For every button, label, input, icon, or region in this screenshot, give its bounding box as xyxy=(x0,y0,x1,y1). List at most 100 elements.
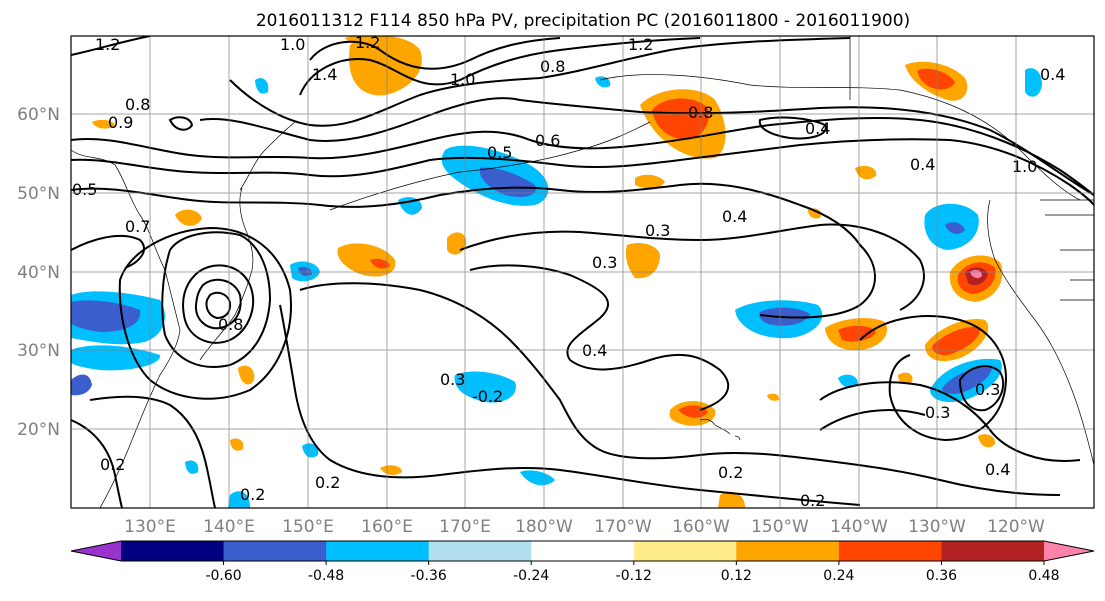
lat-label: 20°N xyxy=(17,420,60,440)
lat-label: 40°N xyxy=(17,263,60,283)
contour-label: 0.9 xyxy=(108,113,133,132)
colorbar-segment xyxy=(531,541,635,561)
colorbar-tick-label: 0.24 xyxy=(823,568,854,584)
precip-positive-patch xyxy=(92,119,115,129)
pv-contour xyxy=(958,365,1005,412)
colorbar-tick-label: 0.36 xyxy=(926,568,957,584)
precip-positive-patch xyxy=(175,209,202,226)
lat-label: 30°N xyxy=(17,341,60,361)
precip-negative-patch xyxy=(255,78,269,94)
contour-label: 1.4 xyxy=(312,65,337,84)
colorbar-segment xyxy=(838,541,942,561)
contour-label: 0.5 xyxy=(487,143,512,162)
lon-label: 140°E xyxy=(203,517,255,537)
lon-label: 170°E xyxy=(439,517,491,537)
pv-contour xyxy=(71,234,145,269)
colorbar-segment xyxy=(428,541,532,561)
colorbar-segment xyxy=(941,541,1045,561)
precip-positive-patch xyxy=(635,174,665,189)
contour-label: 1.0 xyxy=(1012,157,1037,176)
precip-negative-patch xyxy=(838,374,858,388)
contour-label: 0.8 xyxy=(218,315,243,334)
precip-negative-patch xyxy=(302,443,319,458)
contour-label: 0.4 xyxy=(1040,65,1065,84)
coastline-asia xyxy=(71,149,181,508)
precip-positive-patch xyxy=(898,372,913,384)
precip-positive-patch xyxy=(932,326,981,356)
precip-positive-patch xyxy=(767,393,780,401)
precip-positive-patch xyxy=(917,68,955,90)
coastline-japan xyxy=(199,187,254,361)
map-frame xyxy=(70,35,1095,509)
lat-label: 50°N xyxy=(17,184,60,204)
precip-positive-patch xyxy=(238,365,255,385)
lon-label: 160°E xyxy=(361,517,413,537)
precip-positive-patch xyxy=(718,491,745,508)
colorbar-segment xyxy=(633,541,737,561)
graticule xyxy=(71,36,1094,508)
pv-contour xyxy=(194,278,242,330)
pv-contour xyxy=(71,419,123,508)
pv-contour xyxy=(279,304,861,506)
contour-label: 1.0 xyxy=(280,35,305,54)
lon-label: 150°W xyxy=(751,517,809,537)
contour-label: 0.5 xyxy=(72,180,97,199)
colorbar-tick-label: 0.48 xyxy=(1028,568,1059,584)
contour-label: 0.4 xyxy=(985,460,1010,479)
colorbar-tick-label: -0.24 xyxy=(513,568,549,584)
precip-negative-patch xyxy=(942,367,992,394)
contour-label: 0.2 xyxy=(100,455,125,474)
contour-label: 0.8 xyxy=(540,57,565,76)
pv-contour xyxy=(859,315,1007,442)
pv-contour xyxy=(758,116,827,140)
precip-positive-patch xyxy=(370,258,390,269)
precip-negative-patch xyxy=(520,470,555,486)
coastlines xyxy=(71,36,1094,508)
pv-contour xyxy=(71,182,876,319)
precip-positive-patch xyxy=(380,465,402,476)
colorbar-extend-high xyxy=(1044,541,1094,561)
pv-contour xyxy=(299,282,1061,496)
colorbar-tick-label: 0.12 xyxy=(721,568,752,584)
colorbar-segment xyxy=(121,541,225,561)
precip-positive-patch xyxy=(652,98,709,140)
pv-contour xyxy=(89,395,216,508)
lon-label: 160°W xyxy=(672,517,730,537)
pv-contour xyxy=(182,264,255,344)
precip-negative-patch xyxy=(595,76,611,88)
latitude-labels: 60°N 50°N 40°N 30°N 20°N xyxy=(17,105,60,440)
precip-negative-patch xyxy=(479,167,536,197)
contour-label: 0.3 xyxy=(925,403,950,422)
precip-positive-patch xyxy=(625,243,660,279)
precip-positive-patch xyxy=(345,36,388,48)
contour-label: 0.4 xyxy=(910,155,935,174)
precip-negative-patch xyxy=(1025,68,1042,97)
contour-label: 0.2 xyxy=(315,473,340,492)
colorbar-extend-low xyxy=(71,541,121,561)
coastline-aleutians xyxy=(329,121,651,211)
border-us-canada xyxy=(849,36,1094,301)
contour-label: 1.0 xyxy=(450,70,475,89)
contour-label: 0.6 xyxy=(535,131,560,150)
lon-label: 120°W xyxy=(987,517,1045,537)
pv-contours xyxy=(71,36,1094,508)
colorbar-segment xyxy=(326,541,430,561)
lon-label: 130°E xyxy=(124,517,176,537)
pv-contour xyxy=(229,37,851,127)
colorbar-segment xyxy=(736,541,840,561)
coastline-na-west xyxy=(987,199,1094,466)
map-panel: 1.2 1.0 1.2 1.4 1.0 0.8 1.2 0.8 0.9 0.5 … xyxy=(71,35,1094,510)
contour-label: 0.2 xyxy=(718,463,743,482)
lon-label: 180°W xyxy=(515,517,573,537)
contour-label: 0.4 xyxy=(805,119,830,138)
colorbar-segment xyxy=(223,541,327,561)
contour-label: 0.2 xyxy=(800,491,825,510)
pv-contour xyxy=(205,291,232,320)
precip-positive-patch xyxy=(838,325,876,342)
pv-contour xyxy=(819,409,926,431)
contour-label: 0.2 xyxy=(240,485,265,504)
pv-contour xyxy=(71,116,1094,196)
map-title: 2016011312 F114 850 hPa PV, precipitatio… xyxy=(256,11,910,31)
pv-contour xyxy=(168,116,194,131)
colorbar: -0.60 -0.48 -0.36 -0.24 -0.12 0.12 0.24 0.36 0.4… xyxy=(70,540,1095,584)
